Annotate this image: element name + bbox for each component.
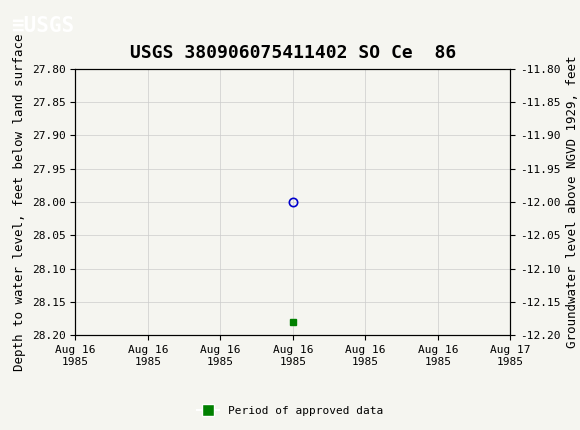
Y-axis label: Groundwater level above NGVD 1929, feet: Groundwater level above NGVD 1929, feet <box>566 56 579 348</box>
Title: USGS 380906075411402 SO Ce  86: USGS 380906075411402 SO Ce 86 <box>130 44 456 61</box>
Legend: Period of approved data: Period of approved data <box>193 401 387 420</box>
Y-axis label: Depth to water level, feet below land surface: Depth to water level, feet below land su… <box>13 34 26 371</box>
Text: ≡USGS: ≡USGS <box>12 16 75 36</box>
